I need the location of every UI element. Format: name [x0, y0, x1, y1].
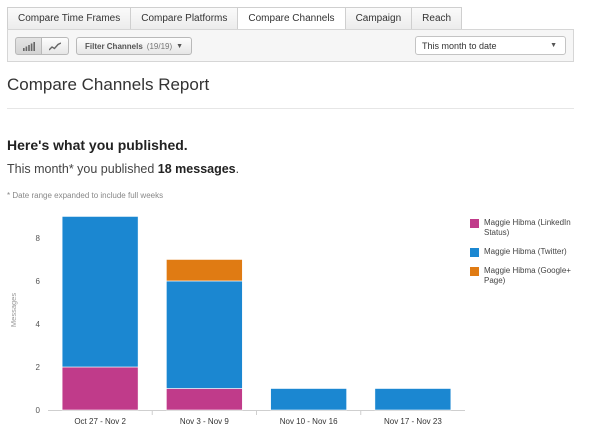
bar-segment: [61, 366, 139, 411]
legend-label: Maggie Hibma (Twitter): [484, 247, 567, 256]
date-range-value: This month to date: [422, 40, 497, 51]
messages-chart: 0 2 4 6 8 Messages Oct 27 - Nov 2 Nov 3 - Nov 9…: [9, 216, 465, 426]
legend-item-twitter: Maggie Hibma (Twitter): [470, 247, 580, 257]
legend-label: Maggie Hibma (LinkedIn Status): [484, 218, 571, 237]
y-axis-label: Messages: [9, 293, 18, 327]
x-tick-label: Nov 3 - Nov 9: [180, 417, 229, 426]
legend-item-linkedin: Maggie Hibma (LinkedIn Status): [470, 218, 580, 238]
bar-view-button[interactable]: [15, 37, 42, 55]
summary-prefix: This month* you published: [7, 162, 155, 176]
chart-legend: Maggie Hibma (LinkedIn Status) Maggie Hi…: [470, 218, 580, 295]
date-range-select[interactable]: This month to date ▼: [415, 36, 566, 55]
x-tick-label: Nov 17 - Nov 23: [384, 417, 442, 426]
y-tick-label: 2: [36, 363, 41, 372]
tab-compare-platforms[interactable]: Compare Platforms: [130, 7, 238, 30]
bar-segment: [374, 388, 452, 411]
report-toolbar: Filter Channels (19/19) ▼ This month to …: [7, 29, 574, 62]
legend-label: Maggie Hibma (Google+ Page): [484, 266, 571, 285]
published-summary: This month* you published 18 messages.: [7, 162, 239, 176]
legend-item-google-plus: Maggie Hibma (Google+ Page): [470, 266, 580, 286]
line-chart-icon: [49, 41, 61, 50]
bar-segment: [166, 388, 243, 411]
bar-segment: [166, 280, 243, 389]
summary-suffix: .: [235, 162, 240, 176]
tab-compare-channels[interactable]: Compare Channels: [237, 7, 345, 30]
date-range-note: * Date range expanded to include full we…: [7, 191, 164, 200]
chart-view-toggle: [15, 37, 69, 55]
legend-swatch: [470, 267, 479, 276]
divider: [7, 108, 574, 109]
chevron-down-icon: ▼: [176, 42, 184, 50]
published-heading: Here's what you published.: [7, 137, 188, 153]
bar-segment: [270, 388, 347, 411]
tab-reach[interactable]: Reach: [411, 7, 463, 30]
y-tick-label: 6: [36, 277, 41, 286]
legend-swatch: [470, 248, 479, 257]
summary-count: 18 messages: [157, 162, 236, 176]
y-tick-label: 8: [36, 234, 41, 243]
filter-channels-count: (19/19): [146, 41, 173, 51]
filter-channels-button[interactable]: Filter Channels (19/19) ▼: [76, 37, 193, 55]
line-view-button[interactable]: [42, 37, 69, 55]
bar-chart-icon: [22, 41, 35, 51]
bar-segment: [61, 216, 139, 368]
legend-swatch: [470, 219, 479, 228]
x-tick-label: Oct 27 - Nov 2: [74, 417, 126, 426]
chevron-down-icon: ▼: [550, 42, 557, 49]
bar-segment: [166, 259, 243, 282]
report-tabs: Compare Time Frames Compare Platforms Co…: [7, 7, 463, 30]
y-tick-label: 0: [36, 406, 41, 415]
filter-channels-label: Filter Channels: [85, 41, 143, 51]
tab-campaign[interactable]: Campaign: [344, 7, 412, 30]
tab-compare-time-frames[interactable]: Compare Time Frames: [7, 7, 131, 30]
x-tick-label: Nov 10 - Nov 16: [280, 417, 338, 426]
y-tick-label: 4: [36, 320, 41, 329]
page-title: Compare Channels Report: [7, 75, 210, 94]
